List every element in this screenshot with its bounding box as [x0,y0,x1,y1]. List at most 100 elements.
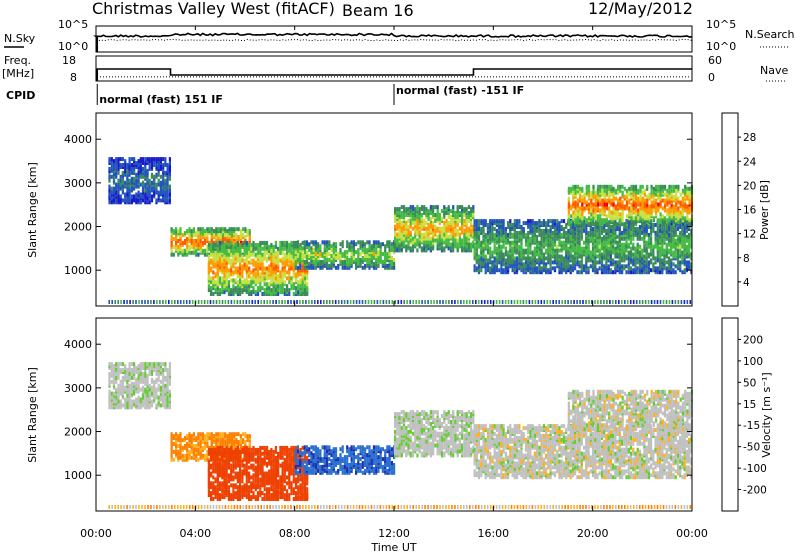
power-cell [425,220,428,225]
power-cell [549,254,552,259]
power-cell [676,248,680,253]
power-cell [429,228,432,233]
power-cell [515,234,519,239]
power-cell [681,188,684,193]
power-cell [215,300,218,304]
power-cell [560,219,563,224]
power-cell [310,250,313,255]
power-cell [288,292,291,296]
power-cell [294,286,298,291]
power-cell [126,188,129,193]
power-cell [524,242,528,247]
power-cell [119,182,122,187]
power-cell [141,180,145,185]
power-cell [212,276,215,281]
power-cell [667,232,671,237]
power-cell [520,228,523,233]
power-cell [493,256,496,261]
power-cell [210,266,213,271]
power-cell [596,268,599,273]
power-cell [502,223,505,227]
power-cell [290,260,293,265]
power-cell [627,250,630,255]
power-cell [440,246,444,251]
power-cell [323,300,325,304]
power-cell [164,198,167,203]
power-cell [252,272,255,277]
power-cell [621,242,624,247]
power-cell [574,220,577,225]
power-cell [241,264,244,269]
power-cell [652,223,655,227]
power-cell [394,224,397,229]
power-cell [515,219,519,224]
power-cell [139,182,142,187]
power-cell [166,182,169,187]
power-cell [592,216,595,221]
power-cell [655,204,658,209]
power-cell [663,227,666,231]
power-cell [513,262,516,267]
power-cell [440,226,444,231]
power-cell [536,238,539,243]
power-cell [551,266,554,271]
power-cell [614,210,617,215]
power-cell [162,174,165,179]
power-cell [650,225,653,229]
power-cell [326,240,329,245]
power-cell [549,219,552,224]
power-cell [524,221,528,226]
power-cell [529,219,532,224]
power-cell [206,237,209,241]
power-cell [254,290,257,295]
power-cell [263,240,266,245]
power-cell [117,188,120,193]
power-cell [407,224,410,229]
power-cell [305,240,308,245]
power-cell [625,192,629,197]
power-cell [681,270,684,275]
power-cell [473,219,476,224]
power-cell [638,268,642,273]
power-cell [290,250,293,255]
power-cell [447,234,450,239]
power-cell [250,270,253,275]
power-cell [663,254,666,259]
power-cell [414,238,417,243]
power-cell [286,248,289,253]
power-cell [168,188,171,193]
power-cell [621,218,624,223]
power-cell [574,214,577,219]
power-cell [617,190,620,195]
power-cell [235,233,238,238]
power-cell [470,213,473,217]
power-cell [286,254,289,259]
power-cell [303,240,306,245]
power-cell [155,172,158,177]
power-cell [168,165,171,169]
power-cell [443,220,446,225]
power-cell [590,208,593,213]
power-cell [394,242,397,247]
power-cell [454,244,457,249]
cpid-mode-2: normal (fast) -151 IF [396,84,524,97]
power-cell [571,262,574,267]
power-cell [661,242,664,247]
power-cell [605,260,608,265]
power-cell [339,248,342,253]
power-cell [245,240,248,245]
power-cell [436,234,439,239]
power-cell [645,240,648,245]
power-cell [438,226,441,231]
power-cell [574,210,577,215]
power-cell [319,259,322,264]
power-cell [217,227,220,232]
power-cell [447,242,450,247]
power-cell [587,192,591,197]
power-cell [375,258,378,262]
power-cell [596,240,599,245]
power-cell [394,215,397,219]
power-cell [652,208,655,213]
power-cell [288,288,291,293]
power-cell [454,215,457,219]
